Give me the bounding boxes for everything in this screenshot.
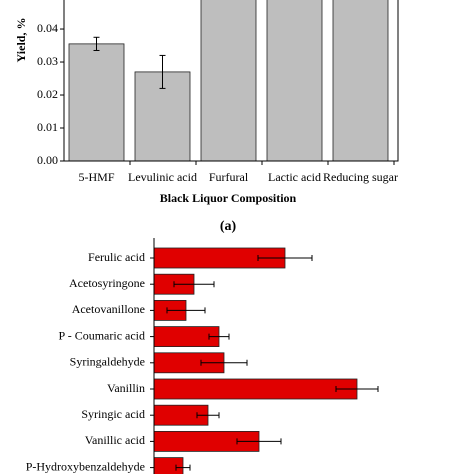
y-tick-label: Acetosyringone: [69, 276, 145, 290]
y-tick-label: 0.01: [37, 120, 58, 134]
y-tick-label: Syringaldehyde: [70, 355, 145, 369]
y-tick-label: 0.02: [37, 87, 58, 101]
y-tick-label: 0.00: [37, 153, 58, 167]
plot-a: [68, 0, 389, 161]
y-tick-label: Ferulic acid: [88, 250, 145, 264]
bar: [153, 457, 184, 474]
y-tick-label: Syringic acid: [81, 407, 145, 421]
y-tick-label: P-Hydroxybenzaldehyde: [26, 459, 145, 473]
bar: [68, 43, 125, 161]
x-axis-label: Black Liquor Composition: [160, 191, 297, 205]
x-tick-label: Lactic acid: [268, 170, 321, 184]
y-tick-label: 0.04: [37, 21, 58, 35]
y-tick-label: P - Coumaric acid: [58, 328, 145, 342]
y-tick-label: 0.03: [37, 54, 58, 68]
axes-a: 0.00 0.01 0.02 0.03 0.04 5-HMF Levulinic acid F…: [37, 0, 399, 184]
bar: [266, 0, 323, 161]
bar: [153, 378, 358, 400]
y-tick-label: Acetovanillone: [72, 302, 145, 316]
plot-b: Ferulic acid Acetosyringone Acetovanillone…: [26, 238, 379, 474]
bar: [200, 0, 257, 161]
bar: [332, 0, 389, 161]
x-tick-label: Furfural: [209, 170, 249, 184]
x-tick-label: 5-HMF: [78, 170, 114, 184]
y-tick-label: Vanillin: [107, 381, 145, 395]
y-tick-label: Vanillic acid: [85, 433, 145, 447]
caption: (a): [220, 219, 237, 234]
x-tick-label: Reducing sugar: [323, 170, 398, 184]
x-tick-label: Levulinic acid: [128, 170, 197, 184]
y-axis-label: Yield, %: [14, 18, 28, 63]
axis-frame: [63, 0, 399, 162]
